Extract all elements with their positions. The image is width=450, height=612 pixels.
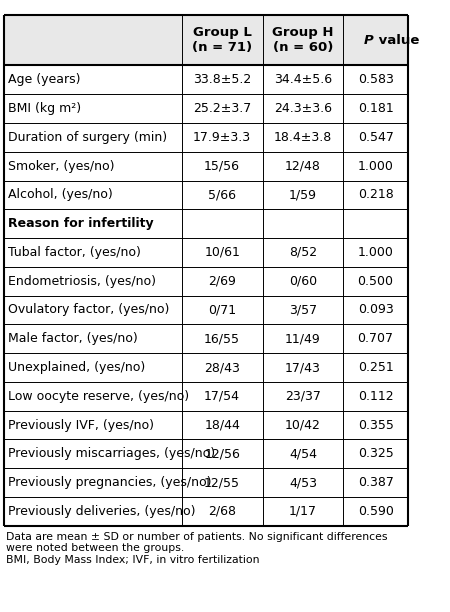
Text: Data are mean ± SD or number of patients. No significant differences
were noted : Data are mean ± SD or number of patients…: [6, 532, 388, 565]
Text: Duration of surgery (min): Duration of surgery (min): [8, 131, 167, 144]
Text: 8/52: 8/52: [289, 246, 317, 259]
Text: 18.4±3.8: 18.4±3.8: [274, 131, 332, 144]
Text: 0.112: 0.112: [358, 390, 393, 403]
Text: 28/43: 28/43: [204, 361, 240, 374]
Text: 2/69: 2/69: [208, 275, 236, 288]
Text: Age (years): Age (years): [8, 73, 81, 86]
Text: 3/57: 3/57: [289, 304, 317, 316]
Text: BMI (kg m²): BMI (kg m²): [8, 102, 81, 115]
Text: 0/71: 0/71: [208, 304, 236, 316]
Text: Previously IVF, (yes/no): Previously IVF, (yes/no): [8, 419, 154, 431]
Text: 0.325: 0.325: [358, 447, 393, 460]
Text: 18/44: 18/44: [204, 419, 240, 431]
Text: 0.355: 0.355: [358, 419, 394, 431]
Text: Smoker, (yes/no): Smoker, (yes/no): [8, 160, 115, 173]
Text: 0.583: 0.583: [358, 73, 394, 86]
Text: 25.2±3.7: 25.2±3.7: [193, 102, 251, 115]
Text: P: P: [364, 34, 374, 47]
Text: Reason for infertility: Reason for infertility: [8, 217, 154, 230]
Text: Endometriosis, (yes/no): Endometriosis, (yes/no): [8, 275, 156, 288]
Text: 33.8±5.2: 33.8±5.2: [193, 73, 251, 86]
Text: Alcohol, (yes/no): Alcohol, (yes/no): [8, 188, 113, 201]
Text: 0.547: 0.547: [358, 131, 394, 144]
Text: 0.218: 0.218: [358, 188, 393, 201]
Text: value: value: [374, 34, 419, 47]
Text: Group L
(n = 71): Group L (n = 71): [192, 26, 252, 54]
Text: 4/53: 4/53: [289, 476, 317, 489]
Text: 0.093: 0.093: [358, 304, 393, 316]
Text: 17.9±3.3: 17.9±3.3: [193, 131, 251, 144]
Text: 4/54: 4/54: [289, 447, 317, 460]
Text: Ovulatory factor, (yes/no): Ovulatory factor, (yes/no): [8, 304, 170, 316]
Text: 23/37: 23/37: [285, 390, 321, 403]
Text: 0.387: 0.387: [358, 476, 394, 489]
Text: Unexplained, (yes/no): Unexplained, (yes/no): [8, 361, 145, 374]
Text: 34.4±5.6: 34.4±5.6: [274, 73, 332, 86]
Text: 5/66: 5/66: [208, 188, 236, 201]
Text: Male factor, (yes/no): Male factor, (yes/no): [8, 332, 138, 345]
Text: 16/55: 16/55: [204, 332, 240, 345]
Text: 24.3±3.6: 24.3±3.6: [274, 102, 332, 115]
Text: 0.251: 0.251: [358, 361, 393, 374]
Text: Previously pregnancies, (yes/no): Previously pregnancies, (yes/no): [8, 476, 212, 489]
Text: 1/17: 1/17: [289, 505, 317, 518]
Text: 1/59: 1/59: [289, 188, 317, 201]
Text: 0.181: 0.181: [358, 102, 393, 115]
Text: 15/56: 15/56: [204, 160, 240, 173]
Text: 12/56: 12/56: [204, 447, 240, 460]
Text: 2/68: 2/68: [208, 505, 236, 518]
Text: Group H
(n = 60): Group H (n = 60): [272, 26, 333, 54]
Text: 11/49: 11/49: [285, 332, 321, 345]
Text: 0.707: 0.707: [358, 332, 394, 345]
Text: 0.590: 0.590: [358, 505, 394, 518]
Text: 12/48: 12/48: [285, 160, 321, 173]
Text: Tubal factor, (yes/no): Tubal factor, (yes/no): [8, 246, 141, 259]
Text: 17/43: 17/43: [285, 361, 321, 374]
FancyBboxPatch shape: [4, 15, 408, 65]
Text: Previously deliveries, (yes/no): Previously deliveries, (yes/no): [8, 505, 196, 518]
Text: 10/42: 10/42: [285, 419, 321, 431]
Text: 0/60: 0/60: [289, 275, 317, 288]
Text: 17/54: 17/54: [204, 390, 240, 403]
Text: 10/61: 10/61: [204, 246, 240, 259]
Text: 1.000: 1.000: [358, 160, 394, 173]
Text: Low oocyte reserve, (yes/no): Low oocyte reserve, (yes/no): [8, 390, 189, 403]
Text: Previously miscarriages, (yes/no): Previously miscarriages, (yes/no): [8, 447, 216, 460]
Text: 0.500: 0.500: [358, 275, 394, 288]
Text: 1.000: 1.000: [358, 246, 394, 259]
Text: 12/55: 12/55: [204, 476, 240, 489]
